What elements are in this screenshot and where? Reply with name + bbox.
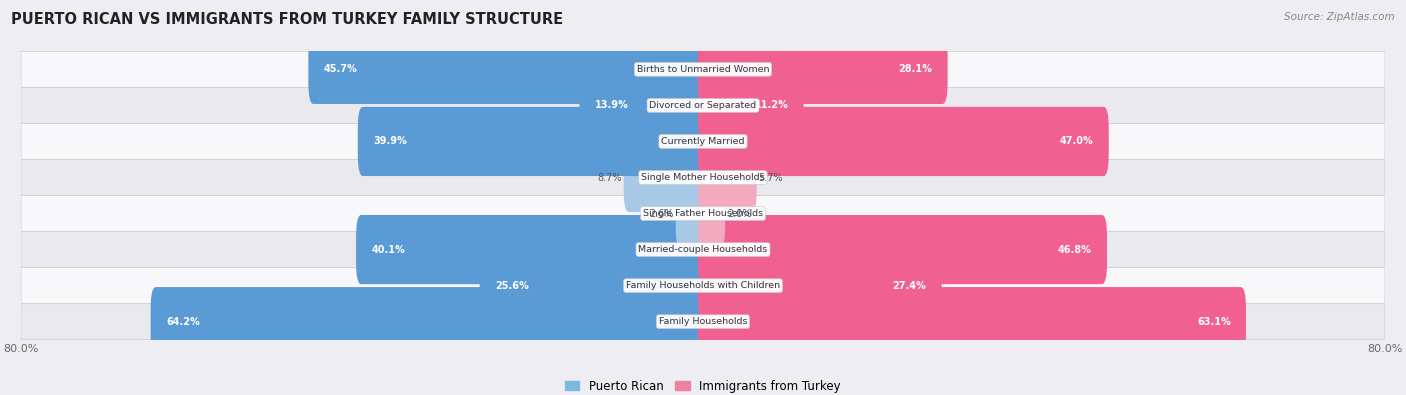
FancyBboxPatch shape xyxy=(21,87,1385,123)
Text: 64.2%: 64.2% xyxy=(166,317,200,327)
FancyBboxPatch shape xyxy=(21,51,1385,87)
FancyBboxPatch shape xyxy=(697,35,948,104)
Text: Family Households: Family Households xyxy=(659,317,747,326)
FancyBboxPatch shape xyxy=(624,143,709,212)
FancyBboxPatch shape xyxy=(479,251,709,320)
Text: 46.8%: 46.8% xyxy=(1057,245,1091,255)
FancyBboxPatch shape xyxy=(21,304,1385,340)
FancyBboxPatch shape xyxy=(579,71,709,140)
FancyBboxPatch shape xyxy=(21,196,1385,231)
Text: 25.6%: 25.6% xyxy=(495,280,529,291)
FancyBboxPatch shape xyxy=(676,179,709,248)
FancyBboxPatch shape xyxy=(357,107,709,176)
Text: 2.0%: 2.0% xyxy=(727,209,751,218)
FancyBboxPatch shape xyxy=(697,287,1246,356)
FancyBboxPatch shape xyxy=(21,123,1385,160)
Text: Single Father Households: Single Father Households xyxy=(643,209,763,218)
FancyBboxPatch shape xyxy=(697,179,725,248)
Text: 5.7%: 5.7% xyxy=(758,173,783,182)
FancyBboxPatch shape xyxy=(697,143,756,212)
Legend: Puerto Rican, Immigrants from Turkey: Puerto Rican, Immigrants from Turkey xyxy=(561,375,845,395)
Text: 28.1%: 28.1% xyxy=(898,64,932,74)
Text: 45.7%: 45.7% xyxy=(323,64,357,74)
Text: Source: ZipAtlas.com: Source: ZipAtlas.com xyxy=(1284,12,1395,22)
Text: Divorced or Separated: Divorced or Separated xyxy=(650,101,756,110)
Text: 13.9%: 13.9% xyxy=(595,100,628,111)
Text: 27.4%: 27.4% xyxy=(893,280,927,291)
FancyBboxPatch shape xyxy=(697,71,804,140)
FancyBboxPatch shape xyxy=(308,35,709,104)
Text: 2.6%: 2.6% xyxy=(650,209,673,218)
FancyBboxPatch shape xyxy=(697,251,942,320)
FancyBboxPatch shape xyxy=(21,231,1385,268)
Text: 8.7%: 8.7% xyxy=(598,173,621,182)
Text: Single Mother Households: Single Mother Households xyxy=(641,173,765,182)
Text: 63.1%: 63.1% xyxy=(1197,317,1230,327)
FancyBboxPatch shape xyxy=(21,268,1385,304)
FancyBboxPatch shape xyxy=(356,215,709,284)
Text: 11.2%: 11.2% xyxy=(755,100,789,111)
Text: Currently Married: Currently Married xyxy=(661,137,745,146)
Text: 40.1%: 40.1% xyxy=(371,245,405,255)
Text: 39.9%: 39.9% xyxy=(373,136,406,147)
Text: Family Households with Children: Family Households with Children xyxy=(626,281,780,290)
FancyBboxPatch shape xyxy=(150,287,709,356)
Text: 47.0%: 47.0% xyxy=(1060,136,1094,147)
FancyBboxPatch shape xyxy=(697,107,1109,176)
Text: Married-couple Households: Married-couple Households xyxy=(638,245,768,254)
FancyBboxPatch shape xyxy=(21,160,1385,196)
Text: Births to Unmarried Women: Births to Unmarried Women xyxy=(637,65,769,74)
Text: PUERTO RICAN VS IMMIGRANTS FROM TURKEY FAMILY STRUCTURE: PUERTO RICAN VS IMMIGRANTS FROM TURKEY F… xyxy=(11,12,564,27)
FancyBboxPatch shape xyxy=(697,215,1107,284)
